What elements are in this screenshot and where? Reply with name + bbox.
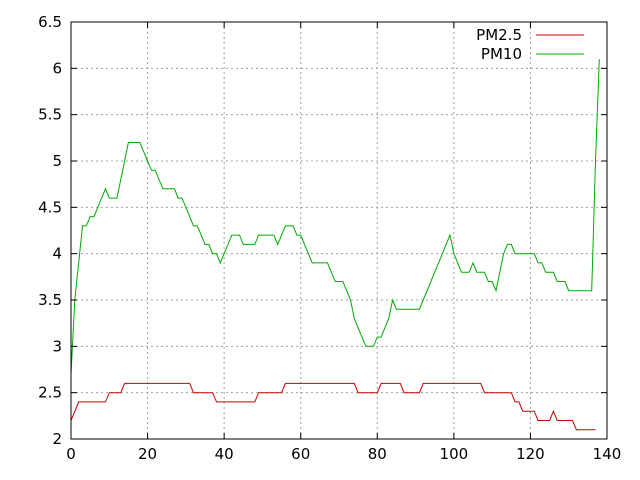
- y-tick-label: 3.5: [38, 291, 62, 309]
- x-tick-label: 120: [516, 445, 545, 463]
- y-tick-label: 2.5: [38, 384, 62, 402]
- series-lines: [70, 59, 600, 431]
- y-tick-label: 5: [52, 152, 62, 170]
- series-line-pm10: [70, 59, 600, 375]
- x-tick-label: 80: [368, 445, 387, 463]
- axis-ticks: 0 20 40 60 80 100 120 140 2 2.5 3 3.5 4 4.5 5 5.5 6 6.5: [38, 13, 621, 463]
- legend-label: PM2.5: [476, 26, 522, 44]
- x-tick-label: 140: [593, 445, 622, 463]
- y-tick-label: 4: [52, 245, 62, 263]
- x-tick-label: 100: [440, 445, 469, 463]
- y-tick-label: 3: [52, 337, 62, 355]
- y-tick-label: 2: [52, 430, 62, 448]
- legend-label: PM10: [481, 45, 522, 63]
- y-tick-label: 6: [52, 59, 62, 77]
- y-tick-label: 5.5: [38, 106, 62, 124]
- x-tick-label: 20: [138, 445, 157, 463]
- y-tick-label: 6.5: [38, 13, 62, 31]
- x-tick-label: 40: [215, 445, 234, 463]
- x-tick-label: 0: [66, 445, 76, 463]
- grid-lines: [71, 22, 607, 439]
- x-tick-label: 60: [291, 445, 310, 463]
- plot-frame: [70, 21, 608, 440]
- y-tick-label: 4.5: [38, 198, 62, 216]
- series-line-pm25: [70, 382, 596, 431]
